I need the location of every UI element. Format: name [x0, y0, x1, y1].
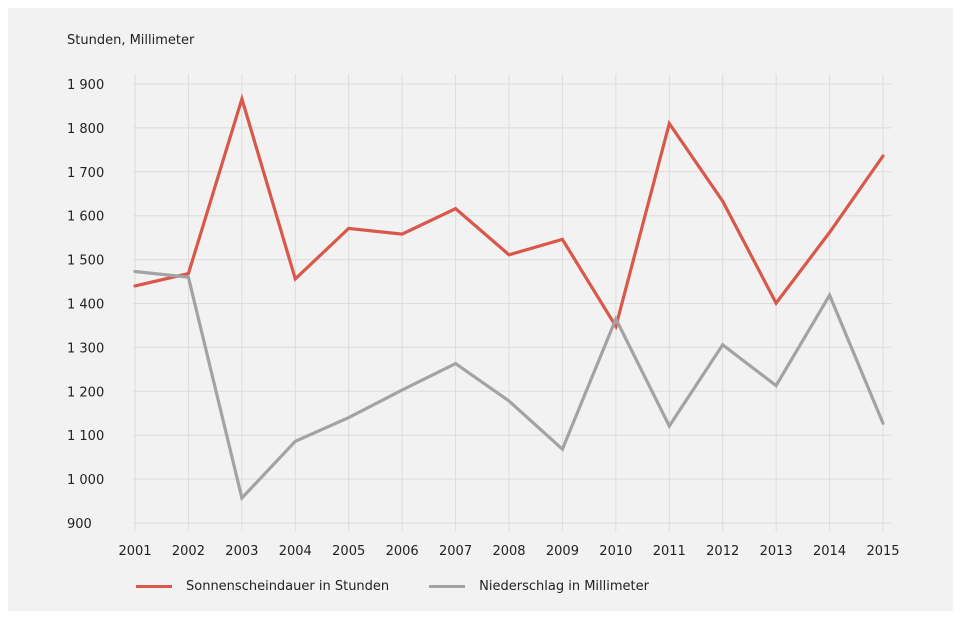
y-tick-label: 1 400: [67, 298, 104, 313]
y-tick-label: 1 900: [67, 78, 104, 93]
legend-item-sunshine: Sonnenscheindauer in Stunden: [136, 579, 389, 594]
x-tick-label: 2009: [546, 544, 579, 559]
grid-lines: [133, 74, 891, 531]
x-tick-label: 2005: [332, 544, 365, 559]
chart-panel: [8, 8, 953, 611]
x-tick-label: 2007: [439, 544, 472, 559]
x-tick-label: 2001: [118, 544, 151, 559]
legend-swatch-precipitation: [429, 585, 466, 588]
y-tick-labels: 900 1 000 1 100 1 200 1 300 1 400 1 500 1 600 1 …: [67, 78, 104, 532]
x-tick-label: 2006: [386, 544, 419, 559]
x-tick-label: 2004: [279, 544, 312, 559]
x-tick-label: 2012: [706, 544, 739, 559]
x-tick-labels: 2001 2002 2003 2004 2005 2006 2007 2008 2009 2010…: [118, 544, 899, 559]
y-axis-unit-label: Stunden, Millimeter: [67, 33, 195, 48]
series-lines: [133, 93, 885, 502]
x-tick-label: 2013: [760, 544, 793, 559]
series-line-sunshine: [133, 93, 885, 331]
x-tick-label: 2014: [813, 544, 846, 559]
x-tick-label: 2015: [866, 544, 899, 559]
y-tick-label: 1 800: [67, 122, 104, 137]
legend-item-precipitation: Niederschlag in Millimeter: [429, 579, 649, 594]
series-line-precipitation: [133, 269, 885, 502]
legend-swatch-sunshine: [136, 585, 172, 588]
y-tick-label: 900: [67, 517, 92, 532]
x-tick-label: 2011: [653, 544, 686, 559]
y-tick-label: 1 200: [67, 385, 104, 400]
legend-label-sunshine: Sonnenscheindauer in Stunden: [186, 579, 390, 594]
x-tick-label: 2002: [172, 544, 205, 559]
y-tick-label: 1 300: [67, 341, 104, 356]
y-tick-label: 1 600: [67, 210, 104, 225]
y-tick-label: 1 100: [67, 429, 104, 444]
x-tick-label: 2010: [599, 544, 632, 559]
legend: Sonnenscheindauer in Stunden Niederschla…: [136, 579, 689, 594]
y-tick-label: 1 700: [67, 166, 104, 181]
legend-label-precipitation: Niederschlag in Millimeter: [479, 579, 649, 594]
y-tick-label: 1 000: [67, 473, 104, 488]
x-tick-label: 2003: [225, 544, 258, 559]
x-tick-label: 2008: [492, 544, 525, 559]
y-tick-label: 1 500: [67, 254, 104, 269]
